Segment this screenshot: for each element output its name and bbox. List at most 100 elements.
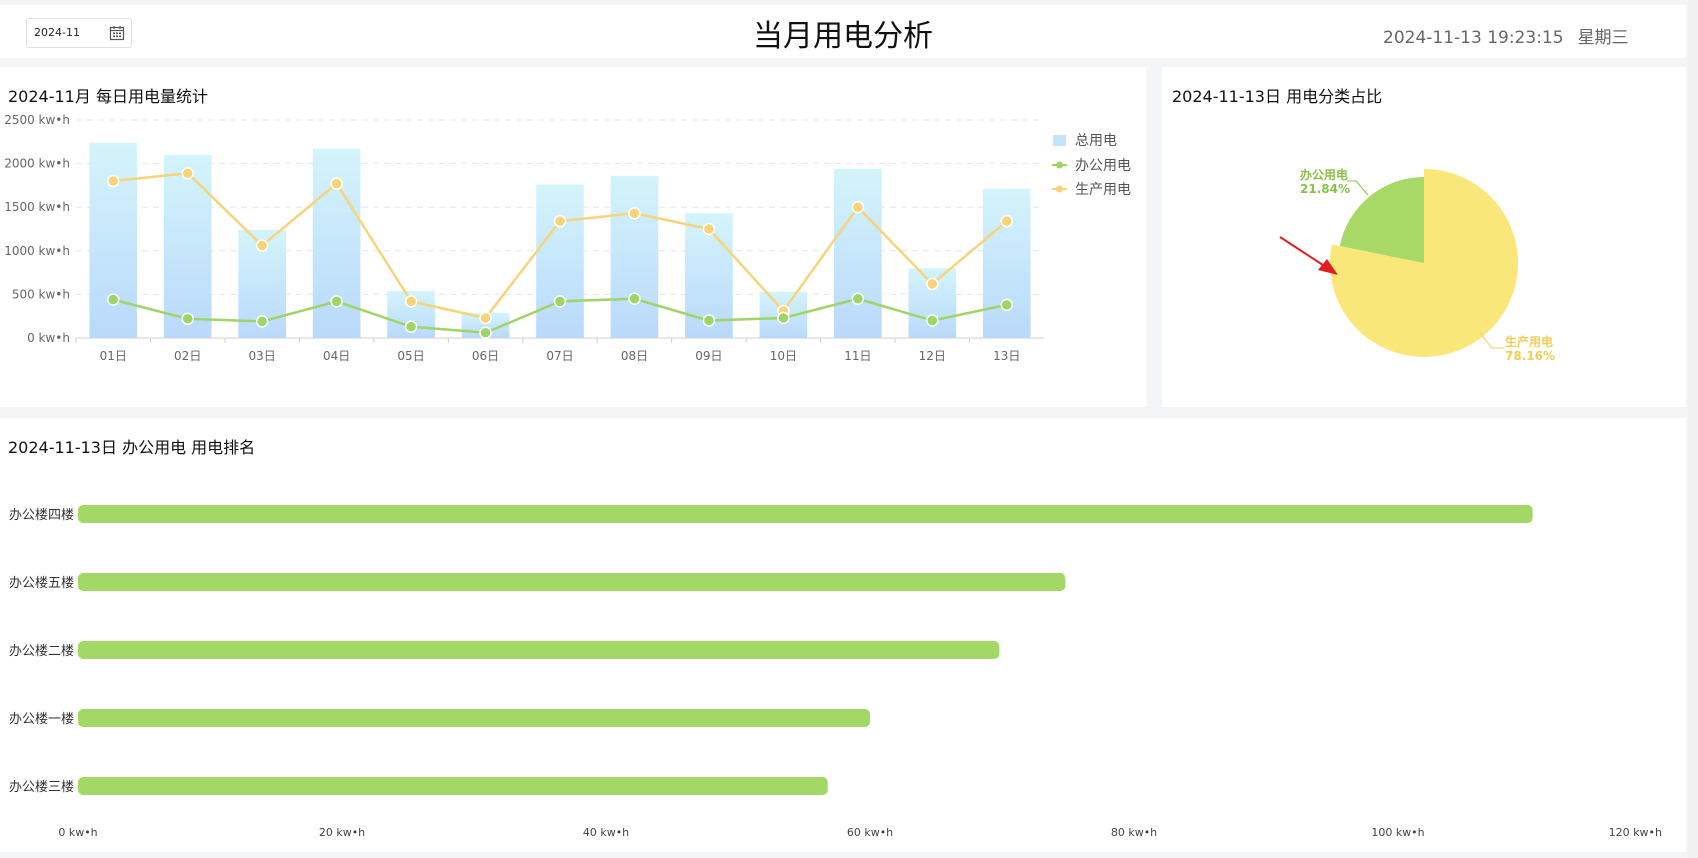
x-tick-label: 03日	[249, 349, 276, 363]
bar-total[interactable]	[536, 184, 584, 338]
category-share-panel: 2024-11-13日 用电分类占比 办公用电 21.84% 生产用电 78.16%	[1162, 67, 1686, 407]
x-tick-label: 04日	[323, 349, 350, 363]
annotation-arrow-head	[1318, 259, 1338, 275]
line-point[interactable]	[181, 166, 194, 180]
x-axis-tick-label: 100 kw•h	[1371, 826, 1424, 839]
x-tick-label: 07日	[546, 349, 573, 363]
line-point[interactable]	[553, 214, 567, 228]
current-datetime: 2024-11-13 19:23:15 星期三	[1383, 23, 1629, 48]
line-point[interactable]	[777, 311, 790, 325]
bar-total[interactable]	[89, 142, 138, 338]
pie-label-line	[1479, 332, 1504, 349]
month-picker[interactable]: 2024-11	[26, 18, 132, 48]
ranking-panel: 2024-11-13日 办公用电 用电排名 办公楼四楼 办公楼五楼 办公楼二楼 办公楼…	[0, 418, 1686, 852]
rank-bar[interactable]	[78, 777, 828, 795]
bar-total[interactable]	[312, 148, 361, 338]
datetime-text: 2024-11-13 19:23:15	[1383, 28, 1564, 48]
bar-total[interactable]	[834, 168, 882, 338]
line-point[interactable]	[404, 320, 418, 333]
rank-category-label: 办公楼三楼	[9, 780, 74, 795]
y-tick-label: 1000 kw•h	[4, 244, 70, 258]
pie-slice-office[interactable]	[1339, 177, 1424, 263]
pie-label-line	[1347, 180, 1369, 196]
line-point[interactable]	[628, 207, 641, 220]
bar-total[interactable]	[982, 188, 1031, 338]
x-tick-label: 06日	[472, 349, 499, 363]
line-point[interactable]	[702, 314, 716, 327]
header-bar: 2024-11 当月用电分析 2024-11-13 19:23:15 星期三	[0, 5, 1686, 58]
y-tick-label: 0 kw•h	[27, 331, 70, 345]
x-tick-label: 12日	[919, 349, 946, 363]
bar-total[interactable]	[163, 154, 212, 338]
x-axis-tick-label: 60 kw•h	[847, 826, 893, 839]
line-point[interactable]	[553, 295, 567, 308]
line-point[interactable]	[1000, 214, 1014, 228]
x-tick-label: 08日	[621, 349, 648, 363]
pie-label-percent: 78.16%	[1505, 349, 1555, 363]
weekday-text: 星期三	[1577, 28, 1629, 48]
annotation-arrow-shaft	[1279, 236, 1327, 268]
line-point[interactable]	[851, 292, 865, 306]
month-picker-value: 2024-11	[34, 26, 80, 39]
x-tick-label: 10日	[770, 349, 797, 363]
line-point[interactable]	[330, 177, 343, 190]
pie-label-name: 办公用电	[1300, 167, 1348, 182]
x-axis-tick-label: 120 kw•h	[1609, 826, 1662, 839]
line-point[interactable]	[106, 293, 120, 306]
line-point[interactable]	[106, 174, 120, 188]
line-point[interactable]	[404, 295, 418, 308]
page-title: 当月用电分析	[753, 19, 933, 54]
rank-bar[interactable]	[78, 709, 870, 727]
x-tick-label: 13日	[993, 349, 1020, 363]
page-scrollbar[interactable]	[1688, 0, 1698, 858]
legend-dot	[1056, 185, 1063, 193]
legend-label[interactable]: 生产用电	[1075, 182, 1131, 198]
rank-category-label: 办公楼一楼	[9, 712, 74, 727]
ranking-title: 2024-11-13日 办公用电 用电排名	[8, 438, 256, 457]
line-point[interactable]	[1000, 298, 1014, 312]
x-tick-label: 05日	[397, 349, 424, 363]
line-point[interactable]	[479, 311, 492, 325]
calendar-icon	[109, 26, 125, 41]
legend-label[interactable]: 总用电	[1075, 133, 1117, 149]
daily-usage-title: 2024-11月 每日用电量统计	[8, 87, 208, 106]
line-point[interactable]	[702, 222, 716, 236]
legend-label[interactable]: 办公用电	[1075, 158, 1131, 174]
x-axis-tick-label: 80 kw•h	[1111, 826, 1157, 839]
y-tick-label: 500 kw•h	[12, 287, 70, 301]
line-point[interactable]	[926, 314, 939, 327]
rank-category-label: 办公楼二楼	[9, 644, 74, 659]
y-tick-label: 1500 kw•h	[4, 200, 70, 214]
pie-label-name: 生产用电	[1505, 334, 1553, 349]
pie-label-percent: 21.84%	[1300, 182, 1350, 196]
daily-usage-chart: 0 kw•h 500 kw•h 1000 kw•h 1500 kw•h 2000 kw•…	[4, 113, 1131, 363]
x-tick-label: 01日	[100, 349, 127, 363]
rank-category-label: 办公楼五楼	[9, 576, 74, 591]
line-point[interactable]	[255, 239, 269, 252]
bar-total[interactable]	[610, 175, 659, 338]
x-tick-label: 02日	[174, 349, 201, 363]
x-tick-label: 09日	[695, 349, 722, 363]
rank-bar[interactable]	[78, 505, 1533, 523]
category-share-title: 2024-11-13日 用电分类占比	[1172, 87, 1383, 106]
x-axis-tick-label: 40 kw•h	[583, 826, 629, 839]
daily-usage-panel: 2024-11月 每日用电量统计 0 kw•h 500 kw•h 1000 kw•h…	[0, 67, 1146, 407]
rank-bar[interactable]	[78, 641, 1000, 659]
y-tick-label: 2500 kw•h	[4, 113, 70, 127]
x-axis-tick-label: 0 kw•h	[58, 826, 97, 839]
legend-swatch-total	[1053, 135, 1066, 146]
legend-dot	[1056, 161, 1063, 169]
line-point[interactable]	[330, 295, 343, 308]
line-point[interactable]	[181, 312, 194, 326]
x-axis-tick-label: 20 kw•h	[319, 826, 365, 839]
y-tick-label: 2000 kw•h	[4, 157, 70, 171]
line-point[interactable]	[479, 326, 492, 340]
rank-bar[interactable]	[78, 573, 1066, 591]
rank-category-label: 办公楼四楼	[9, 508, 74, 523]
line-point[interactable]	[926, 277, 939, 291]
line-point[interactable]	[255, 315, 269, 328]
line-point[interactable]	[628, 292, 641, 306]
line-point[interactable]	[851, 200, 865, 214]
